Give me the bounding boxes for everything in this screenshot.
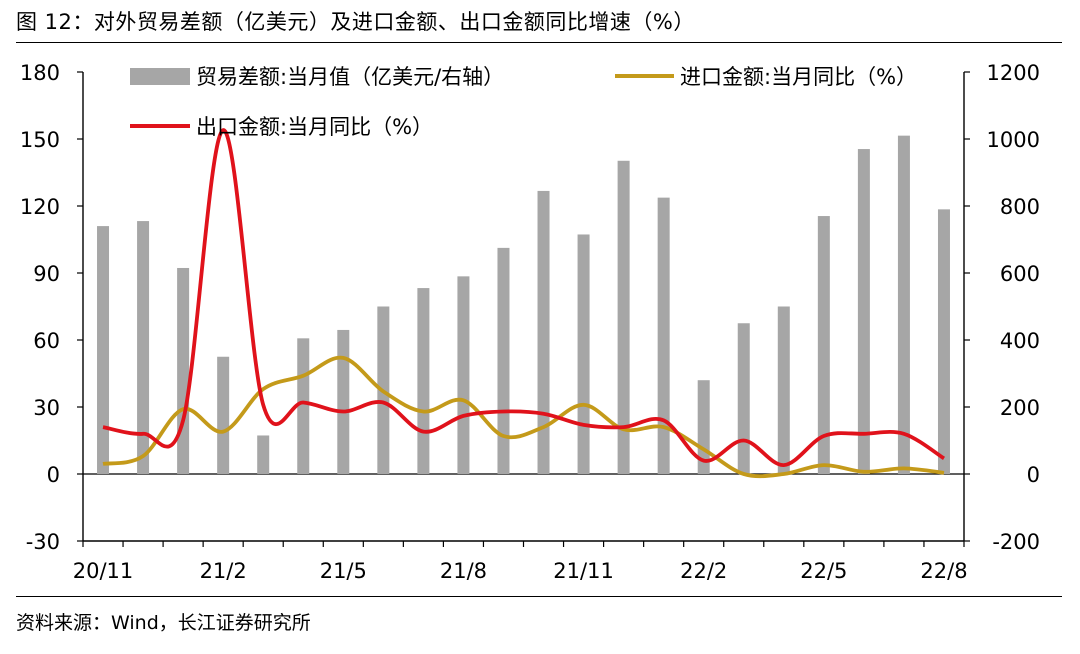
bar-trade-balance bbox=[737, 323, 750, 474]
legend-label-trade-balance: 贸易差额:当月值（亿美元/右轴） bbox=[196, 65, 504, 89]
bar-trade-balance bbox=[857, 149, 870, 475]
x-tick-label: 22/5 bbox=[800, 559, 847, 583]
right-tick-label: -200 bbox=[992, 530, 1040, 554]
bar-trade-balance bbox=[617, 160, 630, 474]
x-tick-label: 20/11 bbox=[73, 559, 134, 583]
legend: 贸易差额:当月值（亿美元/右轴） 进口金额:当月同比（%） 出口金额:当月同比（… bbox=[130, 65, 917, 139]
bar-trade-balance bbox=[177, 267, 190, 474]
bar-series bbox=[97, 135, 950, 475]
chart: -30 0 30 60 90 120 150 180 -200 0 200 400 600 800 1000… bbox=[20, 61, 1040, 583]
bar-trade-balance bbox=[217, 356, 230, 474]
bar-trade-balance bbox=[777, 306, 790, 474]
right-tick-label: 800 bbox=[1000, 195, 1040, 219]
bar-trade-balance bbox=[537, 190, 550, 475]
bar-trade-balance bbox=[337, 329, 350, 474]
x-tick-label: 21/11 bbox=[553, 559, 614, 583]
bar-trade-balance bbox=[937, 209, 950, 474]
right-tick-label: 600 bbox=[1000, 262, 1040, 286]
bar-trade-balance bbox=[897, 135, 910, 474]
bar-trade-balance bbox=[417, 288, 430, 474]
line-import-yoy bbox=[102, 355, 945, 479]
x-tick-label: 21/2 bbox=[200, 559, 247, 583]
legend-swatch-trade-balance bbox=[130, 68, 190, 85]
left-tick-label: 120 bbox=[20, 195, 60, 219]
left-tick-label: 90 bbox=[33, 262, 60, 286]
left-tick-label: 0 bbox=[47, 463, 60, 487]
right-tick-label: 1000 bbox=[987, 128, 1040, 152]
bar-trade-balance bbox=[297, 338, 310, 474]
x-tick-label: 21/5 bbox=[320, 559, 367, 583]
bar-trade-balance bbox=[257, 435, 270, 474]
axes bbox=[77, 71, 970, 547]
line-series bbox=[102, 128, 946, 479]
line-export-yoy bbox=[102, 128, 946, 467]
bar-trade-balance bbox=[657, 197, 670, 474]
bar-trade-balance bbox=[137, 221, 150, 474]
title-rule bbox=[16, 42, 1062, 43]
legend-label-import: 进口金额:当月同比（%） bbox=[680, 65, 917, 89]
bar-trade-balance bbox=[497, 247, 510, 474]
right-tick-label: 0 bbox=[1027, 463, 1040, 487]
bar-trade-balance bbox=[577, 234, 590, 474]
source-note: 资料来源：Wind，长江证券研究所 bbox=[16, 612, 311, 634]
left-tick-label: 180 bbox=[20, 61, 60, 85]
right-tick-label: 200 bbox=[1000, 396, 1040, 420]
source-rule bbox=[16, 596, 1062, 597]
bar-trade-balance bbox=[97, 226, 110, 474]
bar-trade-balance bbox=[457, 276, 470, 474]
x-tick-label: 21/8 bbox=[440, 559, 487, 583]
right-tick-label: 400 bbox=[1000, 329, 1040, 353]
tick-labels: -30 0 30 60 90 120 150 180 -200 0 200 400 600 800 1000… bbox=[20, 61, 1040, 583]
bar-trade-balance bbox=[817, 216, 830, 475]
left-tick-label: 60 bbox=[33, 329, 60, 353]
left-tick-label: 30 bbox=[33, 396, 60, 420]
legend-label-export: 出口金额:当月同比（%） bbox=[196, 115, 433, 139]
figure-title: 图 12：对外贸易差额（亿美元）及进口金额、出口金额同比增速（%） bbox=[16, 10, 695, 34]
left-tick-label: 150 bbox=[20, 128, 60, 152]
x-tick-label: 22/2 bbox=[680, 559, 727, 583]
right-tick-label: 1200 bbox=[987, 61, 1040, 85]
left-tick-label: -30 bbox=[26, 530, 60, 554]
x-tick-label: 22/8 bbox=[920, 559, 967, 583]
